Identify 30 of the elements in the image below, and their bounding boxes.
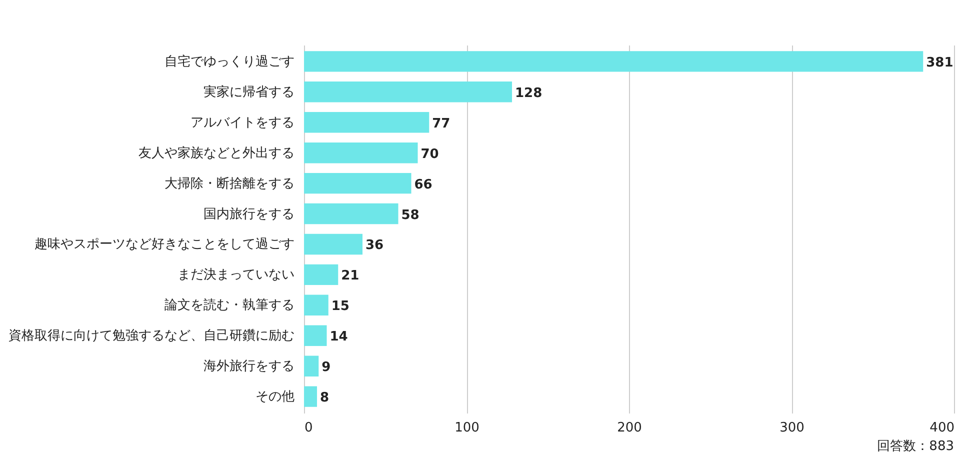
data-label: 66 [414,177,432,192]
y-tick-label: 趣味やスポーツなど好きなことをして過ごす [34,237,294,252]
y-tick-label: 自宅でゆっくり過ごす [164,53,294,70]
y-tick-label: まだ決まっていない [178,268,294,283]
y-tick-label: その他 [256,390,294,405]
data-label: 58 [401,208,420,223]
data-label: 21 [341,268,360,284]
y-tick-label: 実家に帰省する [204,84,294,100]
y-tick-label: 資格取得に向けて勉強するなど、自己研鑽に励む [8,328,294,344]
data-label: 8 [320,390,330,406]
text: 回答数：883 [877,439,954,454]
x-tick-label: 200 [617,420,642,436]
y-tick-label: アルバイトをする [190,115,294,130]
data-label: 9 [322,360,331,376]
y-tick-label: 海外旅行をする [204,359,294,374]
y-tick-label: 友人や家族などと外出する [138,144,294,161]
y-tick-label: 論文を読む・執筆する [164,298,294,314]
data-label: 14 [330,330,348,345]
x-tick-label: 100 [454,420,480,436]
data-label: 36 [366,238,384,254]
x-tick-label: 300 [780,420,804,436]
data-label: 15 [331,299,350,314]
data-label: 381 [926,55,954,70]
data-label: 77 [432,116,450,132]
data-label: 128 [515,86,542,101]
y-tick-label: 国内旅行をする [204,206,294,222]
data-label: 70 [420,146,439,162]
x-tick-label: 0 [304,420,313,436]
x-tick-label: 400 [930,420,954,436]
y-tick-label: 大掃除・断捨離をする [164,176,294,192]
